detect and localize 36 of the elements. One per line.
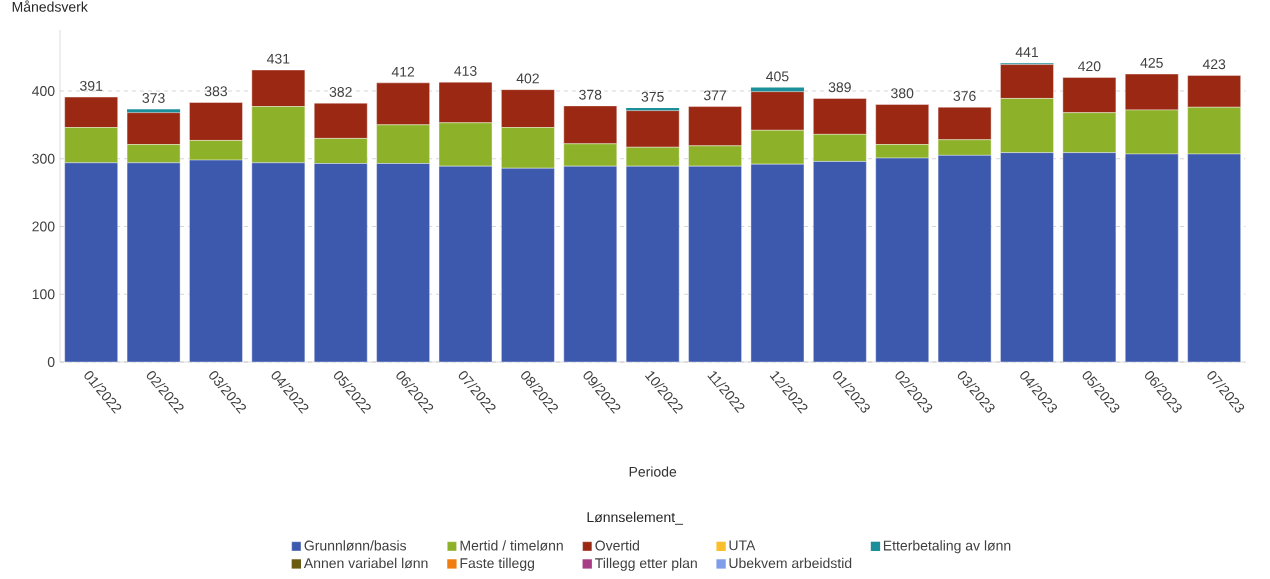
total-label: 402 (516, 73, 539, 84)
y-tick-label: 100 (32, 289, 55, 300)
legend-label: Annen variabel lønn (303, 557, 428, 569)
x-axis-title: Periode (629, 466, 677, 477)
total-label: 431 (266, 53, 290, 64)
total-label: 412 (391, 66, 415, 77)
total-label: 391 (80, 80, 103, 91)
total-label: 382 (329, 87, 352, 97)
total-label: 389 (828, 82, 851, 93)
total-label: 373 (142, 93, 165, 104)
y-axis-title: Månedsverk (12, 0, 88, 12)
y-tick-label: 300 (32, 153, 55, 164)
legend-title: Lønnselement_ (587, 511, 684, 525)
legend-label: UTA (729, 540, 756, 551)
total-label: 420 (1078, 61, 1101, 72)
legend-label: Mertid / timelønn (460, 540, 563, 551)
legend-label: Grunnlønn/basis (304, 540, 407, 551)
legend-label: Etterbetaling av lønn (883, 540, 1011, 554)
total-label: 413 (454, 66, 477, 76)
total-label: 425 (1140, 57, 1163, 68)
total-label: 376 (953, 91, 976, 101)
total-label: 441 (1015, 47, 1038, 57)
legend-label: Tillegg etter plan (595, 557, 697, 571)
total-label: 423 (1202, 59, 1226, 70)
total-label: 383 (204, 86, 228, 97)
total-label: 375 (641, 91, 664, 102)
y-tick-label: 400 (32, 86, 55, 96)
total-label: 377 (703, 90, 727, 101)
total-label: 378 (579, 89, 602, 100)
total-label: 405 (766, 71, 789, 82)
y-tick-label: 0 (47, 357, 55, 367)
y-tick-label: 200 (32, 221, 55, 232)
legend-label: Ubekvem arbeidstid (729, 557, 852, 569)
legend-label: Overtid (595, 540, 639, 551)
total-label: 380 (891, 88, 914, 99)
legend-label: Faste tillegg (460, 557, 535, 571)
